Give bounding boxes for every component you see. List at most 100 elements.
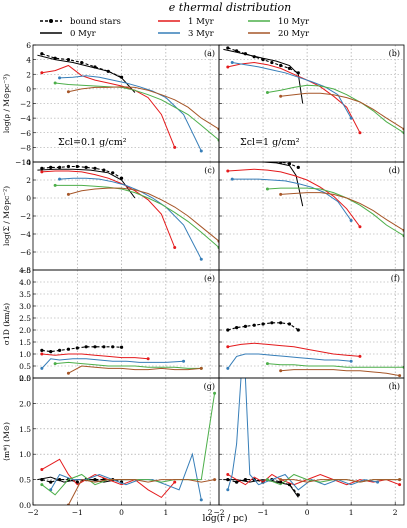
legend-label: 3 Myr: [188, 29, 215, 39]
x-tick-label: 0: [305, 508, 310, 517]
series-group: [226, 321, 404, 378]
data-point: [235, 480, 239, 484]
data-point: [349, 359, 353, 363]
data-point: [93, 166, 97, 170]
y-tick-label: 4: [26, 56, 31, 65]
series-line: [232, 178, 352, 221]
data-point: [75, 480, 79, 484]
data-point: [230, 61, 234, 65]
data-point: [261, 322, 265, 326]
data-point: [40, 348, 44, 352]
panel-label: (a): [204, 49, 215, 58]
x-tick-label: 1: [163, 508, 168, 517]
data-point: [398, 483, 402, 487]
data-point: [265, 362, 269, 366]
series-line: [255, 162, 304, 207]
y-tick-label: 1.0: [19, 450, 31, 459]
data-point: [226, 157, 229, 160]
data-point: [66, 164, 71, 169]
panel-label: (d): [389, 166, 400, 175]
panel-e: (e) 4.5 4.0 3.5 3.0 2.5 2.0 1.5 1.0 0.5 0.0 σ1D (km…: [2, 266, 220, 383]
series-line: [68, 187, 219, 242]
data-point: [199, 149, 203, 153]
series-line: [232, 62, 352, 119]
data-point: [66, 192, 70, 196]
series-line: [280, 369, 400, 377]
series-line: [227, 342, 361, 357]
y-axis-label: σ1D (km/s): [2, 303, 11, 345]
series-line: [41, 346, 122, 353]
series-line: [280, 92, 404, 130]
series-line: [67, 479, 215, 505]
data-point: [230, 177, 234, 181]
series-line: [41, 358, 184, 369]
data-point: [226, 169, 230, 173]
data-point: [102, 345, 106, 349]
series-line: [227, 168, 361, 228]
y-axis-label: log(ρ / M⊙pc⁻³): [2, 74, 11, 133]
data-point: [235, 157, 238, 160]
y-tick-label: 0.5: [19, 476, 31, 485]
y-tick-label: −6: [20, 129, 31, 138]
data-point: [66, 58, 71, 62]
data-point: [349, 219, 353, 222]
data-point: [270, 60, 274, 65]
series-line: [68, 86, 219, 130]
panel-a: (a) 6 4 2 0 −2 −4 −6 −8 −10 log(ρ / M⊙pc⁻³): [2, 41, 220, 167]
series-line: [41, 170, 176, 248]
data-point: [66, 371, 70, 375]
data-point: [102, 168, 106, 172]
data-point: [53, 183, 57, 187]
series-line: [37, 168, 136, 199]
series-line: [55, 361, 202, 369]
series-line: [267, 84, 404, 134]
data-point: [58, 177, 62, 181]
data-point: [40, 366, 44, 370]
series-line: [37, 54, 136, 93]
y-tick-label: 1.0: [19, 350, 31, 359]
data-point: [40, 166, 44, 170]
data-point: [265, 478, 269, 482]
data-point: [199, 366, 203, 370]
data-point: [40, 71, 44, 75]
series-line: [41, 64, 176, 148]
series-group: [37, 164, 219, 261]
data-point: [40, 52, 44, 56]
data-point: [376, 480, 380, 484]
y-tick-label: 4: [26, 158, 31, 167]
data-point: [253, 158, 256, 161]
data-point: [226, 345, 230, 349]
data-point: [243, 324, 248, 328]
legend-label: 1 Myr: [188, 17, 215, 27]
y-tick-label: 4.5: [19, 266, 31, 275]
y-tick-label: 2.5: [19, 374, 31, 383]
y-tick-label: 2: [26, 70, 31, 79]
x-tick-label: −2: [27, 508, 38, 517]
legend-label: 10 Myr: [278, 17, 310, 27]
data-point: [75, 164, 79, 169]
y-tick-label: 0.5: [19, 362, 31, 371]
data-point: [270, 321, 274, 325]
series-line: [227, 353, 352, 369]
data-point: [173, 246, 177, 249]
y-tick-label: 0: [26, 194, 31, 203]
panel-frame: [32, 377, 220, 506]
data-point: [66, 90, 70, 94]
y-tick-label: −6: [20, 248, 31, 257]
series-line: [55, 184, 219, 248]
panel-h: (h) −2 −1 0 1 2: [213, 377, 405, 517]
data-point: [287, 66, 292, 70]
panel-label: (c): [204, 166, 215, 175]
data-point: [75, 346, 79, 350]
data-point: [279, 63, 283, 68]
data-point: [40, 352, 44, 356]
y-tick-label: 6: [26, 41, 31, 50]
legend-marker: [49, 19, 53, 23]
series-line: [41, 165, 122, 179]
data-point: [226, 328, 230, 332]
data-point: [226, 366, 230, 370]
data-point: [58, 76, 62, 80]
y-tick-label: −4: [20, 114, 31, 123]
panel-label: (h): [389, 382, 400, 391]
data-point: [53, 362, 57, 366]
